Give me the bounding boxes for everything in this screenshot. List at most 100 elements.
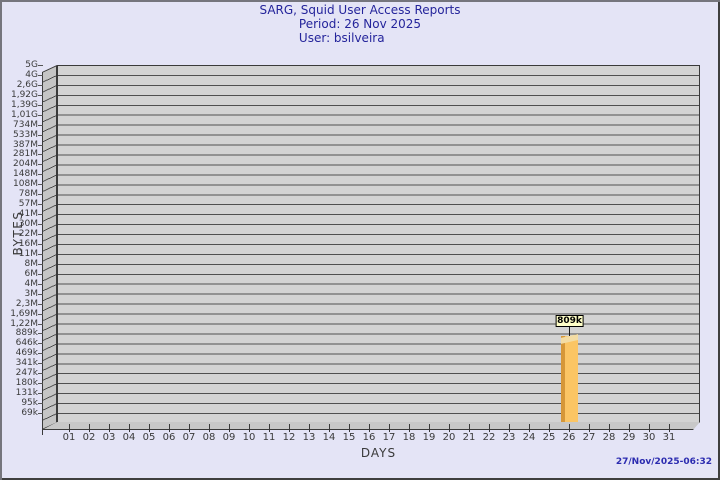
y-axis-label: 131k <box>0 388 43 398</box>
x-axis-tick <box>569 424 570 432</box>
y-axis-label: 533M <box>0 130 43 140</box>
y-axis-label: 281M <box>0 149 43 159</box>
x-axis-label: 05 <box>142 432 156 443</box>
y-axis-label: 16M <box>0 239 43 249</box>
y-axis-label: 41M <box>0 209 43 219</box>
x-axis-label: 21 <box>462 432 476 443</box>
report-user: User: bsilveira <box>298 31 385 45</box>
y-axis-label: 22M <box>0 229 43 239</box>
x-axis-label: 29 <box>622 432 636 443</box>
y-axis-label: 247k <box>0 368 43 378</box>
bar-day-26: 809k <box>555 315 584 422</box>
x-axis-tick <box>109 424 110 432</box>
y-axis-label: 11M <box>0 249 43 259</box>
x-axis-tick <box>589 424 590 432</box>
x-axis-title: DAYS <box>360 446 397 460</box>
x-axis-label: 23 <box>502 432 516 443</box>
y-axis-label: 5G <box>0 60 43 70</box>
y-axis-label: 8M <box>0 259 43 269</box>
x-axis-tick <box>169 424 170 432</box>
y-axis-label: 180k <box>0 378 43 388</box>
y-axis-label: 6M <box>0 269 43 279</box>
x-axis-tick <box>529 424 530 432</box>
x-axis-tick <box>489 424 490 432</box>
y-axis-label: 95k <box>0 398 43 408</box>
x-axis-tick <box>629 424 630 432</box>
chart-plot-area <box>57 65 700 423</box>
y-axis-label: 889k <box>0 328 43 338</box>
y-axis-label: 341k <box>0 358 43 368</box>
y-axis-label: 1,01G <box>0 110 43 120</box>
y-axis-label: 387M <box>0 140 43 150</box>
x-axis-label: 30 <box>642 432 656 443</box>
y-axis-label: 1,39G <box>0 100 43 110</box>
x-axis-label: 04 <box>122 432 136 443</box>
x-axis-tick <box>89 424 90 432</box>
x-axis-label: 12 <box>282 432 296 443</box>
y-axis-label: 646k <box>0 338 43 348</box>
x-axis-label: 27 <box>582 432 596 443</box>
bar-value-label: 809k <box>555 315 584 327</box>
x-axis-tick <box>549 424 550 432</box>
x-axis-tick <box>469 424 470 432</box>
x-axis-label: 26 <box>562 432 576 443</box>
x-axis-label: 14 <box>322 432 336 443</box>
y-axis-tick-labels: 5G 4G 2,6G 1,92G 1,39G 1,01G 734M 533M 387M 281M 2… <box>0 60 43 423</box>
x-axis-tick <box>609 424 610 432</box>
x-axis-label: 01 <box>62 432 76 443</box>
x-axis-tick <box>649 424 650 432</box>
y-axis-label: 1,69M <box>0 309 43 319</box>
chart-title: SARG, Squid User Access Reports <box>259 3 461 17</box>
x-axis-label: 08 <box>202 432 216 443</box>
x-axis-label: 15 <box>342 432 356 443</box>
x-axis-label: 25 <box>542 432 556 443</box>
x-axis-label: 03 <box>102 432 116 443</box>
y-axis-label: 3M <box>0 289 43 299</box>
y-axis-label: 734M <box>0 120 43 130</box>
report-period: Period: 26 Nov 2025 <box>298 17 422 31</box>
x-axis-label: 17 <box>382 432 396 443</box>
y-axis-label: 30M <box>0 219 43 229</box>
x-axis-tick <box>369 424 370 432</box>
chart-subtitle: Period: 26 Nov 2025 User: bsilveira <box>0 17 720 46</box>
x-axis-tick <box>249 424 250 432</box>
x-axis-label: 31 <box>662 432 676 443</box>
y-axis-label: 2,3M <box>0 299 43 309</box>
y-axis-label: 148M <box>0 169 43 179</box>
x-axis-tick <box>409 424 410 432</box>
x-axis-tick <box>289 424 290 432</box>
x-axis-tick <box>669 424 670 432</box>
chart-3d-floor <box>42 422 700 430</box>
x-axis-tick <box>449 424 450 432</box>
x-axis-label: 07 <box>182 432 196 443</box>
x-axis-label: 11 <box>262 432 276 443</box>
x-axis-tick <box>189 424 190 432</box>
x-axis-label: 20 <box>442 432 456 443</box>
y-axis-label: 204M <box>0 159 43 169</box>
x-axis-label: 24 <box>522 432 536 443</box>
y-axis-origin-tick <box>42 429 43 435</box>
bar-value-connector <box>569 326 570 336</box>
x-axis-label: 19 <box>422 432 436 443</box>
y-axis-label: 108M <box>0 179 43 189</box>
y-axis-label: 1,22M <box>0 319 43 329</box>
x-axis-label: 02 <box>82 432 96 443</box>
x-axis-label: 10 <box>242 432 256 443</box>
x-axis-tick <box>349 424 350 432</box>
x-axis-label: 28 <box>602 432 616 443</box>
y-axis-label: 469k <box>0 348 43 358</box>
generated-timestamp: 27/Nov/2025-06:32 <box>615 457 712 467</box>
bar-face <box>565 336 578 422</box>
x-axis-tick <box>129 424 130 432</box>
x-axis-tick <box>229 424 230 432</box>
x-axis-tick <box>429 424 430 432</box>
x-axis-label: 22 <box>482 432 496 443</box>
chart-3d-left-wall <box>42 65 57 430</box>
x-axis-label: 09 <box>222 432 236 443</box>
y-axis-label: 1,92G <box>0 90 43 100</box>
y-axis-label: 4G <box>0 70 43 80</box>
x-axis-tick <box>329 424 330 432</box>
x-axis-tick <box>389 424 390 432</box>
x-axis-label: 06 <box>162 432 176 443</box>
